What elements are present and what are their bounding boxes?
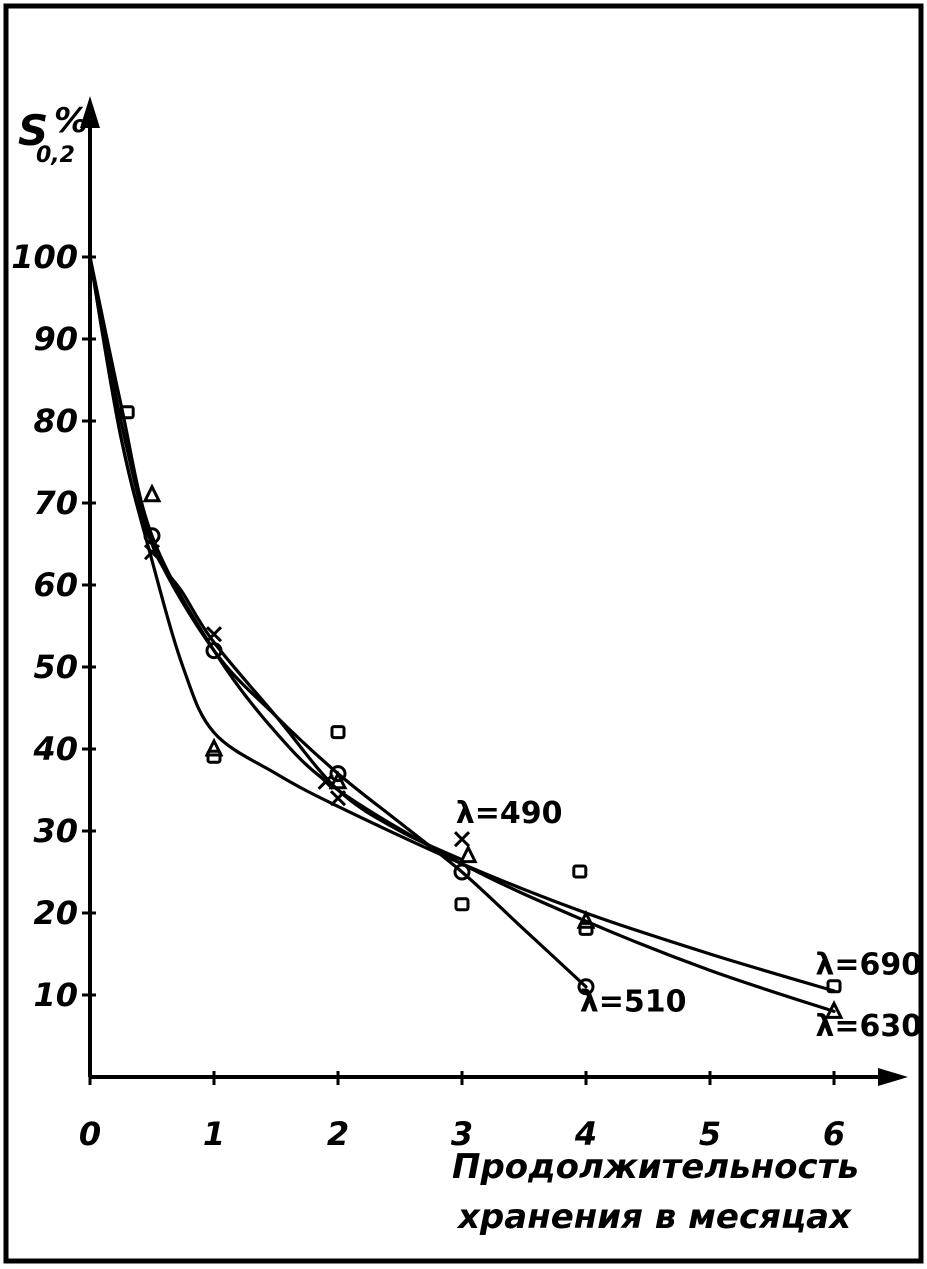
point-series-1-4 [453, 863, 471, 881]
figure-border [3, 3, 924, 1264]
point-series-2-2 [204, 737, 224, 757]
y-axis-label: S 0,2 % [18, 101, 88, 168]
annotation-2: λ=690 [815, 948, 922, 983]
x-tick-label-5: 5 [699, 1115, 721, 1153]
point-series-3-1 [119, 405, 135, 420]
y-tick-label-70: 70 [33, 484, 78, 522]
point-series-3-3 [330, 725, 346, 740]
curve-series-1 [88, 255, 588, 989]
annotation-3: λ=630 [815, 1009, 922, 1044]
y-tick-label-10: 10 [33, 976, 78, 1014]
point-series-0-5 [453, 831, 471, 848]
x-tick-label-1: 1 [203, 1115, 225, 1153]
y-axis-label-subscript: 0,2 [36, 143, 75, 168]
point-series-3-7 [826, 979, 842, 994]
markers [119, 405, 844, 1019]
x-tick-label-6: 6 [823, 1115, 845, 1153]
point-series-2-1 [142, 483, 162, 503]
curve-series-3 [88, 255, 836, 993]
curve-series-2 [88, 255, 836, 1013]
y-tick-label-30: 30 [33, 812, 78, 850]
y-tick-label-90: 90 [33, 320, 78, 358]
annotations: λ=490 λ=510 λ=690 λ=630 [456, 796, 922, 1044]
x-axis-label-line2: хранения в месяцах [456, 1197, 852, 1237]
x-axis-arrow [878, 1068, 908, 1086]
y-ticks: 10 20 30 40 50 60 70 80 90 100 [11, 238, 96, 1014]
y-axis-arrow [80, 96, 100, 128]
x-axis-label-line1: Продолжительность [452, 1147, 859, 1187]
point-series-2-4 [458, 844, 478, 864]
x-tick-label-4: 4 [574, 1115, 597, 1153]
y-axis-label-unit: % [54, 101, 88, 141]
x-tick-label-2: 2 [327, 1115, 349, 1153]
point-series-3-6 [578, 921, 594, 936]
y-tick-label-50: 50 [33, 648, 78, 686]
point-series-0-1 [143, 544, 161, 561]
point-series-1-5 [577, 978, 595, 996]
x-axis-label: Продолжительность хранения в месяцах [452, 1147, 859, 1237]
x-tick-label-3: 3 [451, 1115, 473, 1153]
x-tick-label-0: 0 [79, 1115, 101, 1153]
point-series-0-4 [329, 790, 347, 807]
point-series-1-2 [205, 642, 223, 660]
y-axis-label-main: S [18, 106, 48, 155]
point-series-3-4 [454, 897, 470, 912]
y-tick-label-20: 20 [33, 894, 78, 932]
point-series-2-3 [328, 770, 348, 790]
point-series-1-1 [143, 527, 161, 545]
point-series-2-6 [824, 1000, 844, 1019]
y-tick-label-100: 100 [11, 238, 78, 276]
y-tick-label-60: 60 [33, 566, 78, 604]
y-axis [80, 96, 100, 1077]
point-series-1-3 [329, 765, 347, 783]
x-axis [90, 1068, 908, 1086]
y-tick-label-40: 40 [32, 730, 78, 768]
point-series-3-5 [572, 864, 588, 879]
point-series-2-5 [576, 909, 596, 929]
point-series-0-2 [205, 626, 223, 643]
y-tick-label-80: 80 [33, 402, 78, 440]
point-series-3-2 [206, 749, 222, 764]
annotation-1: λ=510 [580, 984, 687, 1019]
x-ticks: 0 1 2 3 4 5 6 [79, 1071, 845, 1153]
annotation-0: λ=490 [456, 796, 563, 831]
